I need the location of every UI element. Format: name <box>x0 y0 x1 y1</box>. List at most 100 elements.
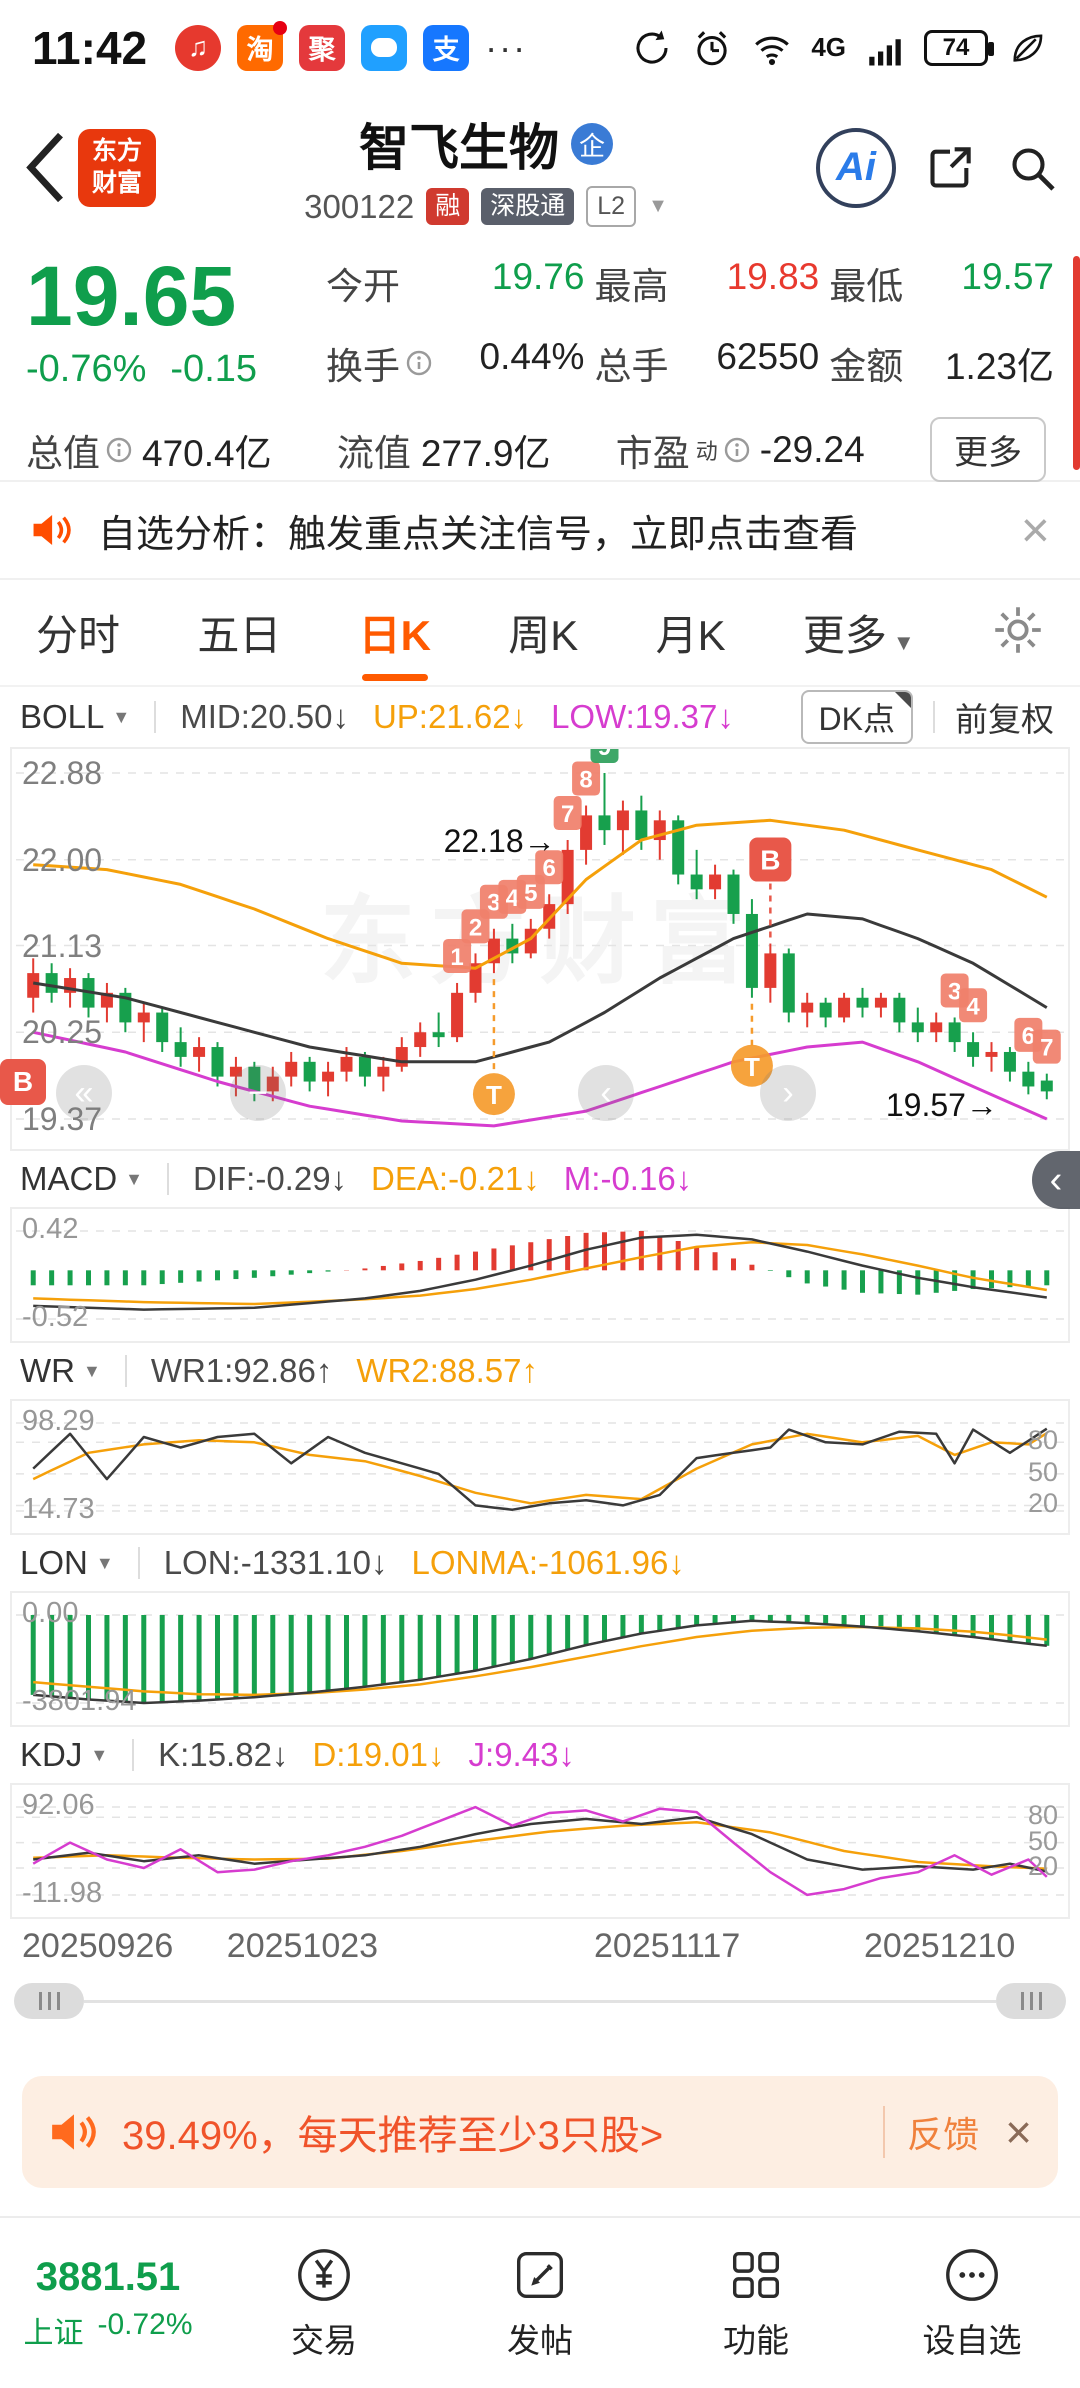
back-button[interactable] <box>20 127 74 208</box>
tab-monthly-k[interactable]: 月K <box>655 612 726 659</box>
kdj-d-value: D:19.01↓ <box>312 1736 445 1773</box>
more-button[interactable]: 更多 <box>929 417 1046 482</box>
rotate-lock-icon <box>636 30 668 64</box>
wr-selector[interactable]: WR ▼ <box>20 1352 101 1389</box>
macd-svg[interactable] <box>12 1209 1068 1341</box>
info-icon[interactable] <box>724 437 750 463</box>
settings-gear-button[interactable] <box>992 604 1044 661</box>
lon-chart[interactable]: 0.00 -3801.94 <box>10 1591 1070 1727</box>
search-icon[interactable] <box>1004 140 1060 196</box>
enterprise-badge[interactable]: 企 <box>571 123 613 166</box>
kline-chart[interactable]: 东方财富 TTB123456789346722.18→19.57→ 22.88 … <box>0 747 1070 1151</box>
macd-m-value: M:-0.16↓ <box>563 1160 693 1197</box>
scrollbar-handle-right[interactable] <box>996 1983 1066 2019</box>
boll-selector[interactable]: BOLL ▼ <box>20 698 131 735</box>
margin-tag: 融 <box>426 188 470 225</box>
speaker-icon <box>33 514 71 546</box>
svg-text:22.18→: 22.18→ <box>444 823 556 859</box>
scrollbar-track[interactable] <box>84 1999 996 2003</box>
tab-5day[interactable]: 五日 <box>197 612 282 659</box>
tab-more[interactable]: 更多 ▼ <box>802 612 915 659</box>
wr-right-20: 20 <box>1027 1488 1058 1518</box>
info-icon[interactable] <box>106 437 132 463</box>
boll-mid-value: MID:20.50↓ <box>180 698 349 735</box>
tab-daily-k[interactable]: 日K <box>359 582 431 683</box>
svg-text:5: 5 <box>524 880 537 907</box>
lon-svg[interactable] <box>12 1593 1068 1725</box>
candlestick-svg[interactable]: TTB123456789346722.18→19.57→ <box>12 749 1068 1149</box>
alert-message[interactable]: 自选分析：触发重点关注信号，立即点击查看 <box>98 513 859 556</box>
alert-bar[interactable]: 自选分析：触发重点关注信号，立即点击查看 × <box>0 480 1080 580</box>
wr-svg[interactable] <box>12 1401 1068 1533</box>
quote-section: 19.65 -0.76% -0.15 今开 19.76 最高 19.83 最低 19.… <box>0 240 1080 482</box>
index-change: -0.72% <box>97 2307 193 2341</box>
field-turnover: 换手 0.44% <box>326 335 585 387</box>
wr-indicator-row: WR ▼ WR1:92.86↑ WR2:88.57↑ <box>0 1343 1080 1399</box>
tab-weekly-k[interactable]: 周K <box>508 612 579 659</box>
lon-axis-max: 0.00 <box>22 1597 79 1629</box>
field-amount: 金额 1.23亿 <box>829 345 1054 387</box>
zoom-out-button[interactable]: − <box>230 1065 286 1121</box>
logo-line-1: 东方 <box>91 137 142 166</box>
svg-text:3: 3 <box>948 978 961 1005</box>
wr-chart[interactable]: 98.29 14.73 80 50 20 <box>10 1399 1070 1535</box>
lon-axis-min: -3801.94 <box>22 1685 137 1717</box>
scrollbar-handle-left[interactable] <box>14 1983 84 2019</box>
index-value: 3881.51 <box>35 2254 181 2299</box>
kdj-j-value: J:9.43↓ <box>468 1736 575 1773</box>
alipay-app-icon: 支 <box>423 24 470 71</box>
svg-text:6: 6 <box>1022 1023 1035 1050</box>
kdj-right-80: 80 <box>1027 1800 1058 1830</box>
close-icon[interactable]: × <box>1020 502 1050 558</box>
grid-icon <box>732 2251 780 2299</box>
nav-features[interactable]: 功能 <box>648 2244 864 2362</box>
stock-name: 智飞生物 <box>359 120 559 177</box>
wr2-value: WR2:88.57↑ <box>356 1352 538 1389</box>
svg-text:4: 4 <box>966 993 980 1020</box>
macd-selector[interactable]: MACD ▼ <box>20 1160 143 1197</box>
chat-app-icon <box>361 24 408 71</box>
rewind-button[interactable]: « <box>56 1065 112 1121</box>
wifi-icon <box>755 36 790 65</box>
chevron-down-icon[interactable]: ▼ <box>648 195 668 217</box>
share-icon[interactable] <box>922 140 978 196</box>
gear-icon <box>995 607 1041 653</box>
macd-chart[interactable]: 0.42 -0.52 <box>10 1207 1070 1343</box>
signal-icon <box>869 38 901 65</box>
field-pe-ratio: 市盈动 -29.24 <box>615 428 865 474</box>
stock-title-block[interactable]: 智飞生物 企 300122 融 深股通 L2 ▼ <box>156 108 816 227</box>
promo-banner[interactable]: 39.49%，每天推荐至少3只股> 反馈 × <box>22 2076 1058 2188</box>
status-icons: 4G 74 <box>631 27 1048 69</box>
kdj-right-50: 50 <box>1027 1826 1058 1856</box>
tab-minute[interactable]: 分时 <box>36 612 121 659</box>
kdj-svg[interactable] <box>12 1785 1068 1917</box>
nav-watchlist[interactable]: 设自选 <box>864 2244 1080 2362</box>
chart-scrollbar <box>0 1971 1080 2031</box>
wr-axis-min: 14.73 <box>22 1493 95 1525</box>
taobao-app-icon: 淘 <box>237 20 288 71</box>
boll-indicator-row: BOLL ▼ MID:20.50↓ UP:21.62↓ LOW:19.37↓ DK… <box>0 685 1080 747</box>
price-axis-label: 21.13 <box>22 928 103 964</box>
dk-point-button[interactable]: DK点 <box>800 690 913 744</box>
nav-trade[interactable]: 交易 <box>216 2244 432 2362</box>
collapse-panel-button[interactable]: ‹ <box>1032 1151 1080 1209</box>
close-icon[interactable]: × <box>1005 2106 1032 2158</box>
kdj-chart[interactable]: 92.06 -11.98 80 50 20 <box>10 1783 1070 1919</box>
more-notifications-icon: ··· <box>485 26 528 68</box>
promo-text[interactable]: 39.49%，每天推荐至少3只股> <box>122 2114 664 2158</box>
music-app-icon: ♫ <box>175 24 222 71</box>
wr-right-80: 80 <box>1027 1425 1058 1455</box>
pan-left-button[interactable]: ‹ <box>578 1065 634 1121</box>
nav-index-quote[interactable]: 3881.51 上证 -0.72% <box>0 2255 216 2352</box>
pan-right-button[interactable]: › <box>760 1065 816 1121</box>
date-label: 20250926 <box>22 1927 174 1965</box>
adjust-mode-button[interactable]: 前复权 <box>955 701 1054 738</box>
lon-selector[interactable]: LON ▼ <box>20 1544 114 1581</box>
ai-button[interactable]: Ai <box>816 127 896 208</box>
info-icon[interactable] <box>406 350 432 376</box>
feedback-link[interactable]: 反馈 <box>883 2106 979 2158</box>
clock-time: 11:42 <box>32 21 148 74</box>
nav-post[interactable]: 发帖 <box>432 2244 648 2362</box>
kdj-selector[interactable]: KDJ ▼ <box>20 1736 109 1773</box>
eastmoney-logo[interactable]: 东方 财富 <box>78 128 156 207</box>
